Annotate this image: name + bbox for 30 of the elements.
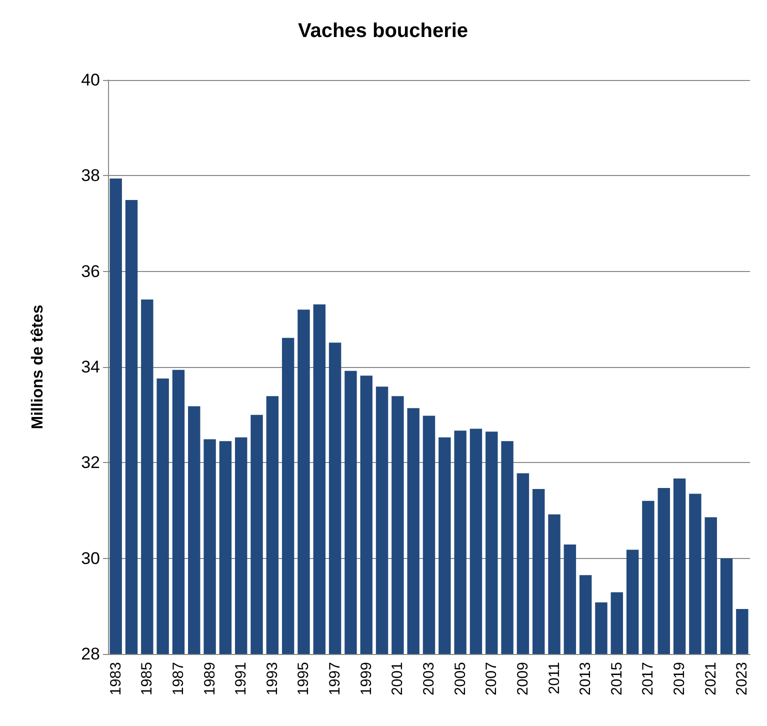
y-tick-label: 40 — [81, 70, 100, 90]
x-tick-label: 2019 — [671, 662, 688, 696]
y-tick-label: 34 — [81, 358, 100, 376]
y-axis-title: Millions de têtes — [30, 304, 46, 430]
x-tick-label: 2001 — [389, 662, 406, 696]
x-tick-label: 2011 — [546, 662, 563, 694]
x-tick-label: 1985 — [138, 662, 156, 696]
x-tick-label: 1983 — [107, 662, 124, 696]
x-tick-label: 1997 — [326, 662, 344, 696]
x-tick-label: 2003 — [420, 662, 438, 696]
y-tick-label: 32 — [81, 453, 100, 472]
x-tick-label: 1999 — [358, 662, 375, 696]
y-tick-label: 38 — [81, 166, 100, 186]
x-tick-label: 2017 — [640, 662, 657, 696]
x-tick-label: 1995 — [295, 662, 312, 696]
y-tick-label: 30 — [81, 548, 100, 568]
x-tick-label: 2023 — [734, 662, 751, 696]
x-tick-label: 2005 — [452, 662, 469, 696]
x-tick-label: 1989 — [201, 662, 218, 696]
x-tick-label: 2007 — [483, 662, 500, 696]
chart-title: Vaches boucherie — [298, 20, 468, 42]
x-tick-label: 1987 — [170, 662, 187, 696]
y-tick-label: 28 — [81, 644, 100, 664]
x-tick-label: 2015 — [608, 662, 626, 696]
x-tick-label: 1993 — [264, 662, 281, 696]
x-tick-label: 2021 — [702, 662, 720, 696]
x-tick-label: 2013 — [577, 662, 594, 696]
x-tick-label: 1991 — [232, 662, 250, 696]
x-tick-label: 2009 — [514, 662, 532, 696]
y-tick-label: 36 — [81, 262, 100, 281]
